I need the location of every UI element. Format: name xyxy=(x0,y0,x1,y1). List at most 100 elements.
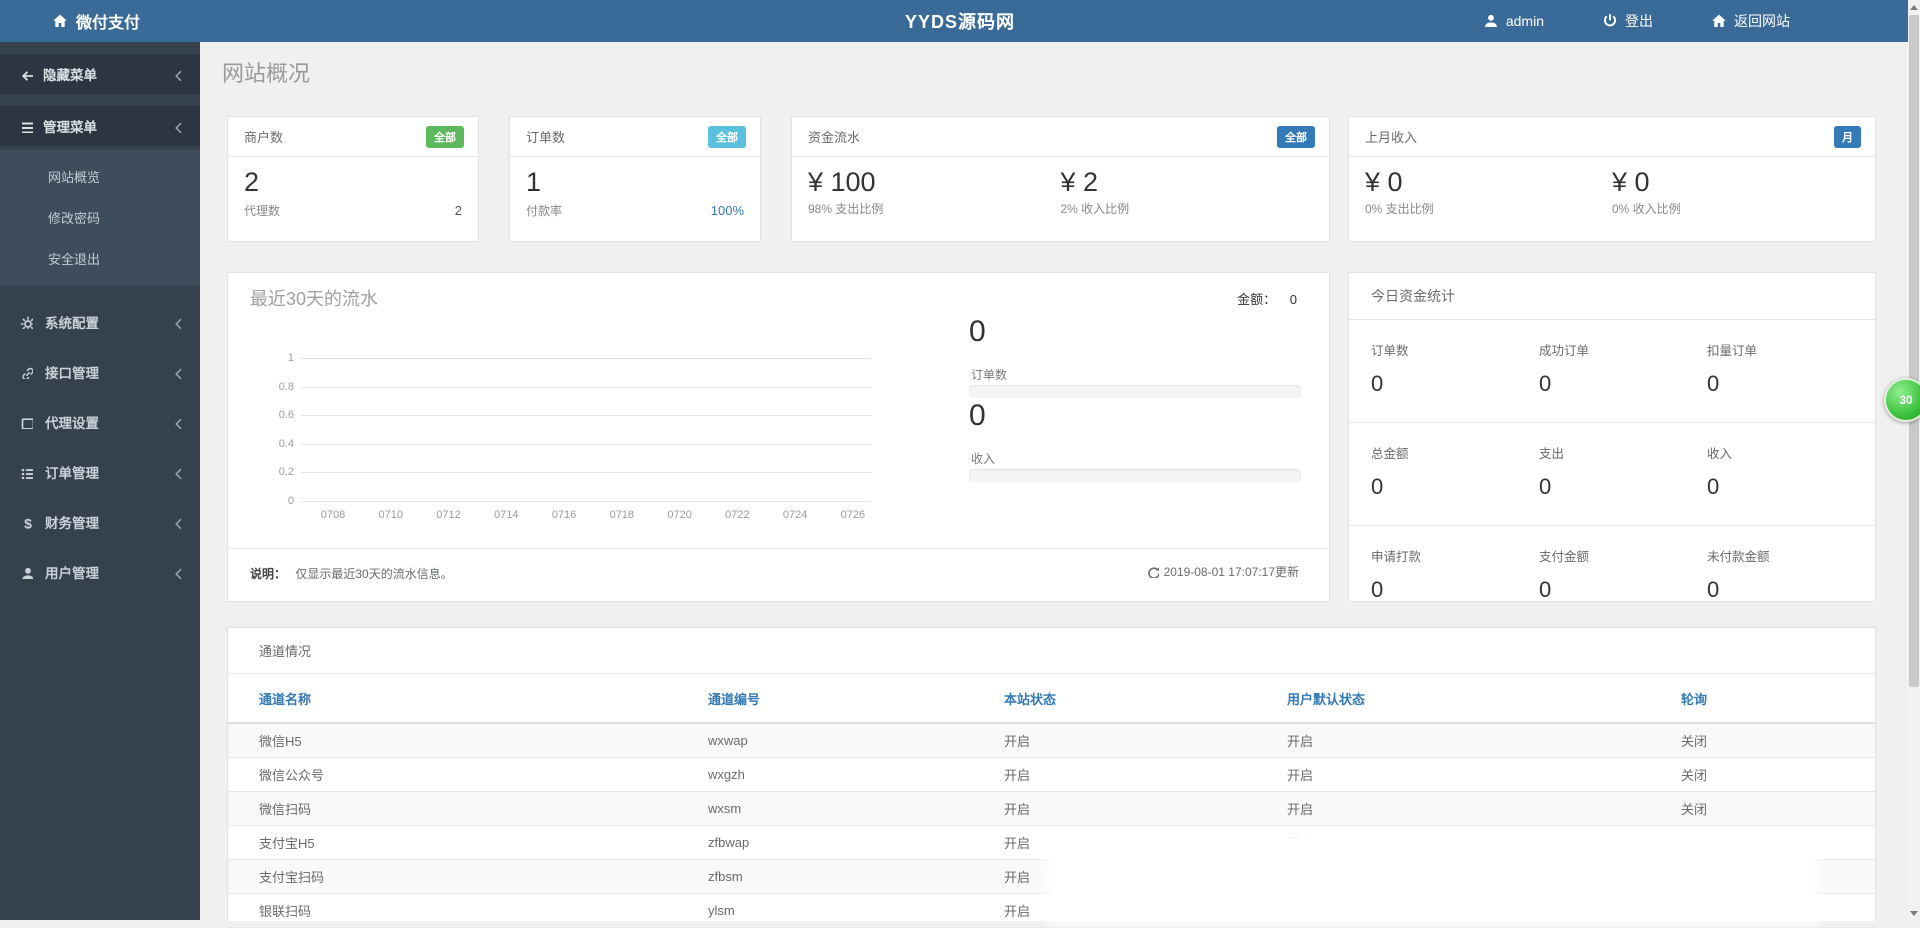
card-value: ¥ 2 xyxy=(1060,167,1099,197)
chevron-left-icon xyxy=(175,121,182,133)
site-title: YYDS源码网 xyxy=(904,12,1016,32)
sidebar-item-hide-menu[interactable]: 隐藏菜单 xyxy=(0,54,200,94)
chevron-left-icon xyxy=(175,417,182,429)
flow-income-value: 0 xyxy=(969,399,986,432)
stat-value: 0 xyxy=(1707,577,1720,602)
back-site-button[interactable]: 返回网站 xyxy=(1711,11,1790,31)
sidebar-item-change-password[interactable]: 修改密码 xyxy=(48,211,101,226)
flow-orders-label: 订单数 xyxy=(971,368,1008,382)
scroll-down-arrow[interactable] xyxy=(1908,906,1920,920)
dollar-icon xyxy=(24,515,33,529)
card-cash-flow: 资金流水 全部 ¥ 100 98% 支出比例 ¥ 2 2% 收入比例 xyxy=(791,116,1330,242)
logout-button[interactable]: 登出 xyxy=(1602,11,1653,31)
logout-label: 登出 xyxy=(1625,13,1653,29)
badge-all[interactable]: 全部 xyxy=(708,125,746,148)
col-header-polling[interactable]: 轮询 xyxy=(1681,674,1875,724)
flow-panel: 最近30天的流水 金额： 0 1 0.8 0.6 0.4 0.2 0 0708 0… xyxy=(227,272,1330,602)
x-axis-labels: 0708 0710 0712 0714 0716 0718 0720 0722 0724… xyxy=(320,509,866,521)
card-title: 上月收入 xyxy=(1365,130,1418,145)
user-icon xyxy=(1484,14,1497,27)
floating-green-button[interactable]: 30 xyxy=(1884,378,1920,422)
scrollbar-thumb[interactable] xyxy=(1909,15,1919,687)
list-icon xyxy=(20,467,33,479)
flow-orders-value: 0 xyxy=(969,315,986,348)
back-site-label: 返回网站 xyxy=(1734,13,1790,29)
card-value: 1 xyxy=(526,167,542,197)
top-navbar: YYDS源码网 微付支付 admin 登出 返回网站 xyxy=(0,0,1920,42)
col-header-default-status[interactable]: 用户默认状态 xyxy=(1287,674,1681,724)
brand-label: 微付支付 xyxy=(76,15,141,32)
badge-all[interactable]: 全部 xyxy=(426,125,464,148)
home-icon xyxy=(53,14,67,27)
card-title: 订单数 xyxy=(526,130,566,145)
flow-note: 说明： 仅显示最近30天的流水信息。 xyxy=(250,567,453,581)
sidebar-item-system-config[interactable]: 系统配置 xyxy=(0,297,200,347)
link-icon xyxy=(22,367,33,379)
col-header-channel-code[interactable]: 通道编号 xyxy=(708,674,1004,724)
chevron-left-icon xyxy=(175,567,182,579)
today-panel-title: 今日资金统计 xyxy=(1349,273,1875,320)
flow-income-progressbar xyxy=(969,469,1301,482)
arrow-left-icon xyxy=(22,70,33,81)
table-row: 微信公众号 wxgzh 开启 开启 关闭 xyxy=(228,757,1875,792)
stat-value: 0 xyxy=(1371,371,1384,396)
stat-value: 0 xyxy=(1539,474,1552,499)
chevron-left-icon xyxy=(175,517,182,529)
stat-value: 0 xyxy=(1707,474,1720,499)
card-sub-label: 2% 收入比例 xyxy=(1060,202,1130,216)
card-sub-label: 98% 支出比例 xyxy=(808,202,884,216)
page-title: 网站概况 xyxy=(222,61,311,86)
stat-value: 0 xyxy=(1371,577,1384,602)
card-sub-value: 100% xyxy=(710,203,744,218)
card-sub-label: 0% 支出比例 xyxy=(1365,202,1434,216)
flow-panel-footer: 说明： 仅显示最近30天的流水信息。 2019-08-01 17:07:17更新 xyxy=(228,548,1329,603)
card-orders: 订单数 全部 1 付款率 100% xyxy=(509,116,761,242)
stat-value: 0 xyxy=(1539,371,1552,396)
chevron-left-icon xyxy=(175,467,182,479)
sidebar-item-finance-manage[interactable]: 财务管理 xyxy=(0,497,200,547)
sidebar: 隐藏菜单 管理菜单 网站概览 修改密码 安全退出 系统配置 接口管理 代理设置 … xyxy=(0,42,200,920)
card-title: 商户数 xyxy=(244,130,284,145)
today-stats-row: 总金额 0 支出 0 收入 0 xyxy=(1349,423,1875,526)
card-sub-label: 0% 收入比例 xyxy=(1612,202,1681,216)
flow-amount: 金额： 0 xyxy=(1237,292,1297,307)
sidebar-item-safe-logout[interactable]: 安全退出 xyxy=(48,252,101,267)
chevron-left-icon xyxy=(175,317,182,329)
user-menu[interactable]: admin xyxy=(1483,13,1544,29)
manage-submenu: 网站概览 修改密码 安全退出 xyxy=(0,150,200,285)
sidebar-item-manage-menu[interactable]: 管理菜单 xyxy=(0,106,200,146)
card-sub-value: 2 xyxy=(454,203,462,218)
badge-all[interactable]: 全部 xyxy=(1277,125,1315,148)
card-sub-label: 代理数 xyxy=(244,204,281,218)
watermark-patch xyxy=(1053,838,1812,920)
flow-amount-value: 0 xyxy=(1289,292,1297,307)
stat-value: 0 xyxy=(1371,474,1384,499)
col-header-site-status[interactable]: 本站状态 xyxy=(1004,674,1287,724)
flow-orders-progressbar xyxy=(969,385,1301,398)
scroll-up-arrow[interactable] xyxy=(1908,0,1920,14)
refresh-icon xyxy=(1147,565,1159,578)
card-merchants: 商户数 全部 2 代理数 2 xyxy=(227,116,479,242)
username: admin xyxy=(1505,13,1544,29)
brand[interactable]: 微付支付 xyxy=(52,0,140,42)
card-value: ¥ 100 xyxy=(808,167,876,197)
stat-value: 0 xyxy=(1707,371,1720,396)
vertical-scrollbar[interactable] xyxy=(1908,0,1920,920)
badge-month[interactable]: 月 xyxy=(1834,125,1861,148)
sidebar-item-agent-settings[interactable]: 代理设置 xyxy=(0,397,200,447)
today-funds-panel: 今日资金统计 订单数 0 成功订单 0 扣量订单 0 总金额 0 支出 0 收入 0 申请打… xyxy=(1348,272,1876,602)
flow-updated[interactable]: 2019-08-01 17:07:17更新 xyxy=(1146,563,1299,580)
table-header-row: 通道名称 通道编号 本站状态 用户默认状态 轮询 xyxy=(228,674,1875,724)
card-value: ¥ 0 xyxy=(1365,167,1403,197)
bars-icon xyxy=(21,122,33,133)
sidebar-item-order-manage[interactable]: 订单管理 xyxy=(0,447,200,497)
sidebar-item-site-overview[interactable]: 网站概览 xyxy=(48,170,101,185)
home-icon xyxy=(1712,14,1726,27)
today-stats-row: 订单数 0 成功订单 0 扣量订单 0 xyxy=(1349,320,1875,423)
col-header-channel-name[interactable]: 通道名称 xyxy=(228,674,708,724)
sidebar-item-user-manage[interactable]: 用户管理 xyxy=(0,547,200,597)
sidebar-item-api-manage[interactable]: 接口管理 xyxy=(0,347,200,397)
gear-icon xyxy=(20,315,33,329)
today-stats-row: 申请打款 0 支付金额 0 未付款金额 0 xyxy=(1349,526,1875,629)
chevron-left-icon xyxy=(175,69,182,81)
